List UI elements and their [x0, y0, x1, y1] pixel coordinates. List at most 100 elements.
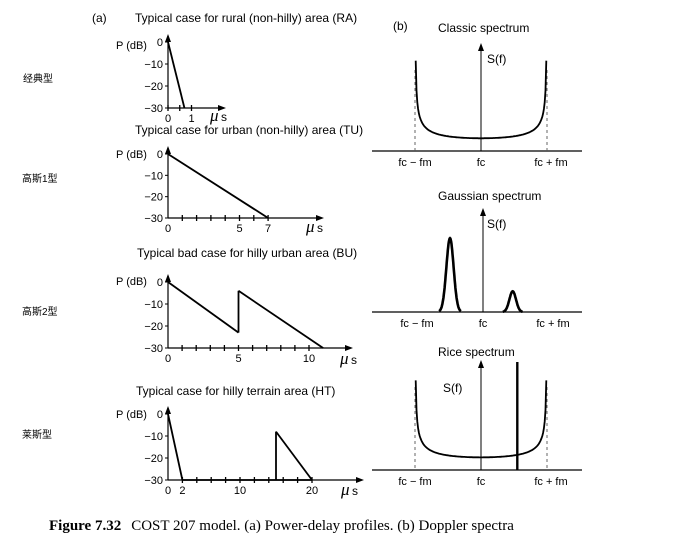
- y-axis-label: P (dB): [116, 40, 147, 52]
- chart-title: Classic spectrum: [438, 21, 529, 35]
- y-tick-label: −30: [144, 103, 163, 115]
- panel-label-a: (a): [92, 11, 107, 25]
- pdp-line: [167, 41, 186, 109]
- row-label-3: 高斯2型: [22, 305, 58, 318]
- y-axis-arrow: [165, 34, 171, 42]
- y-axis-arrow: [165, 146, 171, 154]
- x-tick-label: fc: [477, 157, 486, 169]
- pdp-line: [275, 431, 313, 481]
- y-tick-label: −20: [144, 192, 163, 204]
- x-tick-label: 10: [234, 485, 246, 497]
- spectrum-gaussian: Gaussian spectrum S(f) fc − fm fc fc + fm: [372, 189, 582, 330]
- row-label-4: 莱斯型: [22, 428, 52, 441]
- y-axis-label: S(f): [487, 217, 506, 231]
- y-tick-label: 0: [157, 149, 163, 161]
- pdp-ht: Typical case for hilly terrain area (HT)…: [116, 384, 364, 499]
- pdp-ra: Typical case for rural (non-hilly) area …: [116, 11, 357, 125]
- x-axis-symbol: μ: [340, 480, 350, 499]
- pdp-line: [237, 290, 324, 349]
- panel-label-b: (b): [393, 19, 408, 33]
- y-axis-arrow: [480, 208, 486, 216]
- caption-text: COST 207 model. (a) Power-delay profiles…: [131, 518, 514, 534]
- y-tick-label: −10: [144, 59, 163, 71]
- y-tick-label: 0: [157, 277, 163, 289]
- x-tick-label: fc − fm: [400, 318, 433, 330]
- x-axis-symbol: μ: [339, 349, 349, 368]
- x-tick-label: 5: [235, 353, 241, 365]
- pdp-line: [167, 153, 269, 219]
- pdp-line: [167, 413, 184, 481]
- spectrum-curve: [414, 60, 548, 140]
- ticks: fc − fm fc fc + fm: [400, 318, 569, 330]
- series: [167, 281, 324, 349]
- series: [167, 413, 313, 481]
- x-tick-label: 5: [236, 223, 242, 235]
- x-tick-label: fc + fm: [534, 476, 567, 488]
- x-tick-label: 0: [165, 353, 171, 365]
- y-tick-label: 0: [157, 409, 163, 421]
- spectrum-classic: Classic spectrum S(f) fc − fm fc fc + fm: [372, 21, 582, 169]
- ticks: fc − fm fc fc + fm: [398, 157, 567, 169]
- y-tick-label: −10: [144, 431, 163, 443]
- axes: [165, 146, 324, 221]
- x-tick-label: fc − fm: [398, 476, 431, 488]
- gaussian-peak: [502, 289, 524, 314]
- ticks: 0−10−20−300 5 7: [144, 149, 271, 235]
- y-axis-label: S(f): [443, 381, 462, 395]
- x-tick-label: 10: [303, 353, 315, 365]
- x-axis-arrow: [345, 345, 353, 351]
- y-axis-arrow: [165, 274, 171, 282]
- y-tick-label: −30: [144, 475, 163, 487]
- figure-caption: Figure 7.32 COST 207 model. (a) Power-del…: [49, 518, 514, 534]
- ticks: 0−10−20−300 1: [144, 37, 194, 125]
- chart-title: Typical bad case for hilly urban area (B…: [137, 246, 357, 260]
- pdp-bu: Typical bad case for hilly urban area (B…: [116, 246, 357, 368]
- pdp-line: [167, 281, 240, 334]
- x-tick-label: fc + fm: [534, 157, 567, 169]
- y-tick-label: −20: [144, 81, 163, 93]
- spectrum-curve: [414, 380, 548, 459]
- y-axis-arrow: [478, 360, 484, 368]
- x-tick-label: fc − fm: [398, 157, 431, 169]
- y-tick-label: −10: [144, 170, 163, 182]
- axes: [165, 274, 353, 351]
- x-tick-label: 0: [165, 223, 171, 235]
- caption-label: Figure 7.32: [49, 518, 121, 534]
- x-axis-unit: s: [221, 110, 227, 124]
- chart-title: Typical case for hilly terrain area (HT): [136, 384, 335, 398]
- axes: [165, 406, 364, 483]
- y-axis-label: P (dB): [116, 409, 147, 421]
- y-axis-label: P (dB): [116, 276, 147, 288]
- y-tick-label: −30: [144, 213, 163, 225]
- x-tick-label: 2: [179, 485, 185, 497]
- y-tick-label: −20: [144, 453, 163, 465]
- x-axis-unit: s: [317, 221, 323, 235]
- x-tick-label: fc + fm: [536, 318, 569, 330]
- x-axis-arrow: [218, 105, 226, 111]
- y-tick-label: −20: [144, 321, 163, 333]
- axes: [165, 34, 226, 111]
- chart-title: Rice spectrum: [438, 345, 515, 359]
- x-tick-label: fc: [477, 476, 486, 488]
- axes: [372, 208, 582, 313]
- row-label-1: 经典型: [23, 72, 53, 85]
- x-tick-label: fc: [479, 318, 488, 330]
- x-axis-arrow: [356, 477, 364, 483]
- y-tick-label: −10: [144, 299, 163, 311]
- x-axis-unit: s: [352, 484, 358, 498]
- spectrum-rice: Rice spectrum S(f) fc − fm fc fc + fm: [372, 345, 582, 488]
- pdp-tu: Typical case for urban (non-hilly) area …: [116, 123, 363, 236]
- series: [414, 362, 548, 470]
- x-axis-symbol: μ: [305, 217, 315, 236]
- ticks: fc − fm fc fc + fm: [398, 476, 567, 488]
- y-tick-label: 0: [157, 37, 163, 49]
- x-tick-label: 7: [265, 223, 271, 235]
- y-axis-arrow: [478, 43, 484, 51]
- series: [414, 60, 548, 151]
- chart-title: Typical case for urban (non-hilly) area …: [135, 123, 363, 137]
- row-label-2: 高斯1型: [22, 172, 58, 185]
- series: [167, 41, 186, 109]
- x-tick-label: 20: [306, 485, 318, 497]
- gaussian-peak: [438, 236, 462, 313]
